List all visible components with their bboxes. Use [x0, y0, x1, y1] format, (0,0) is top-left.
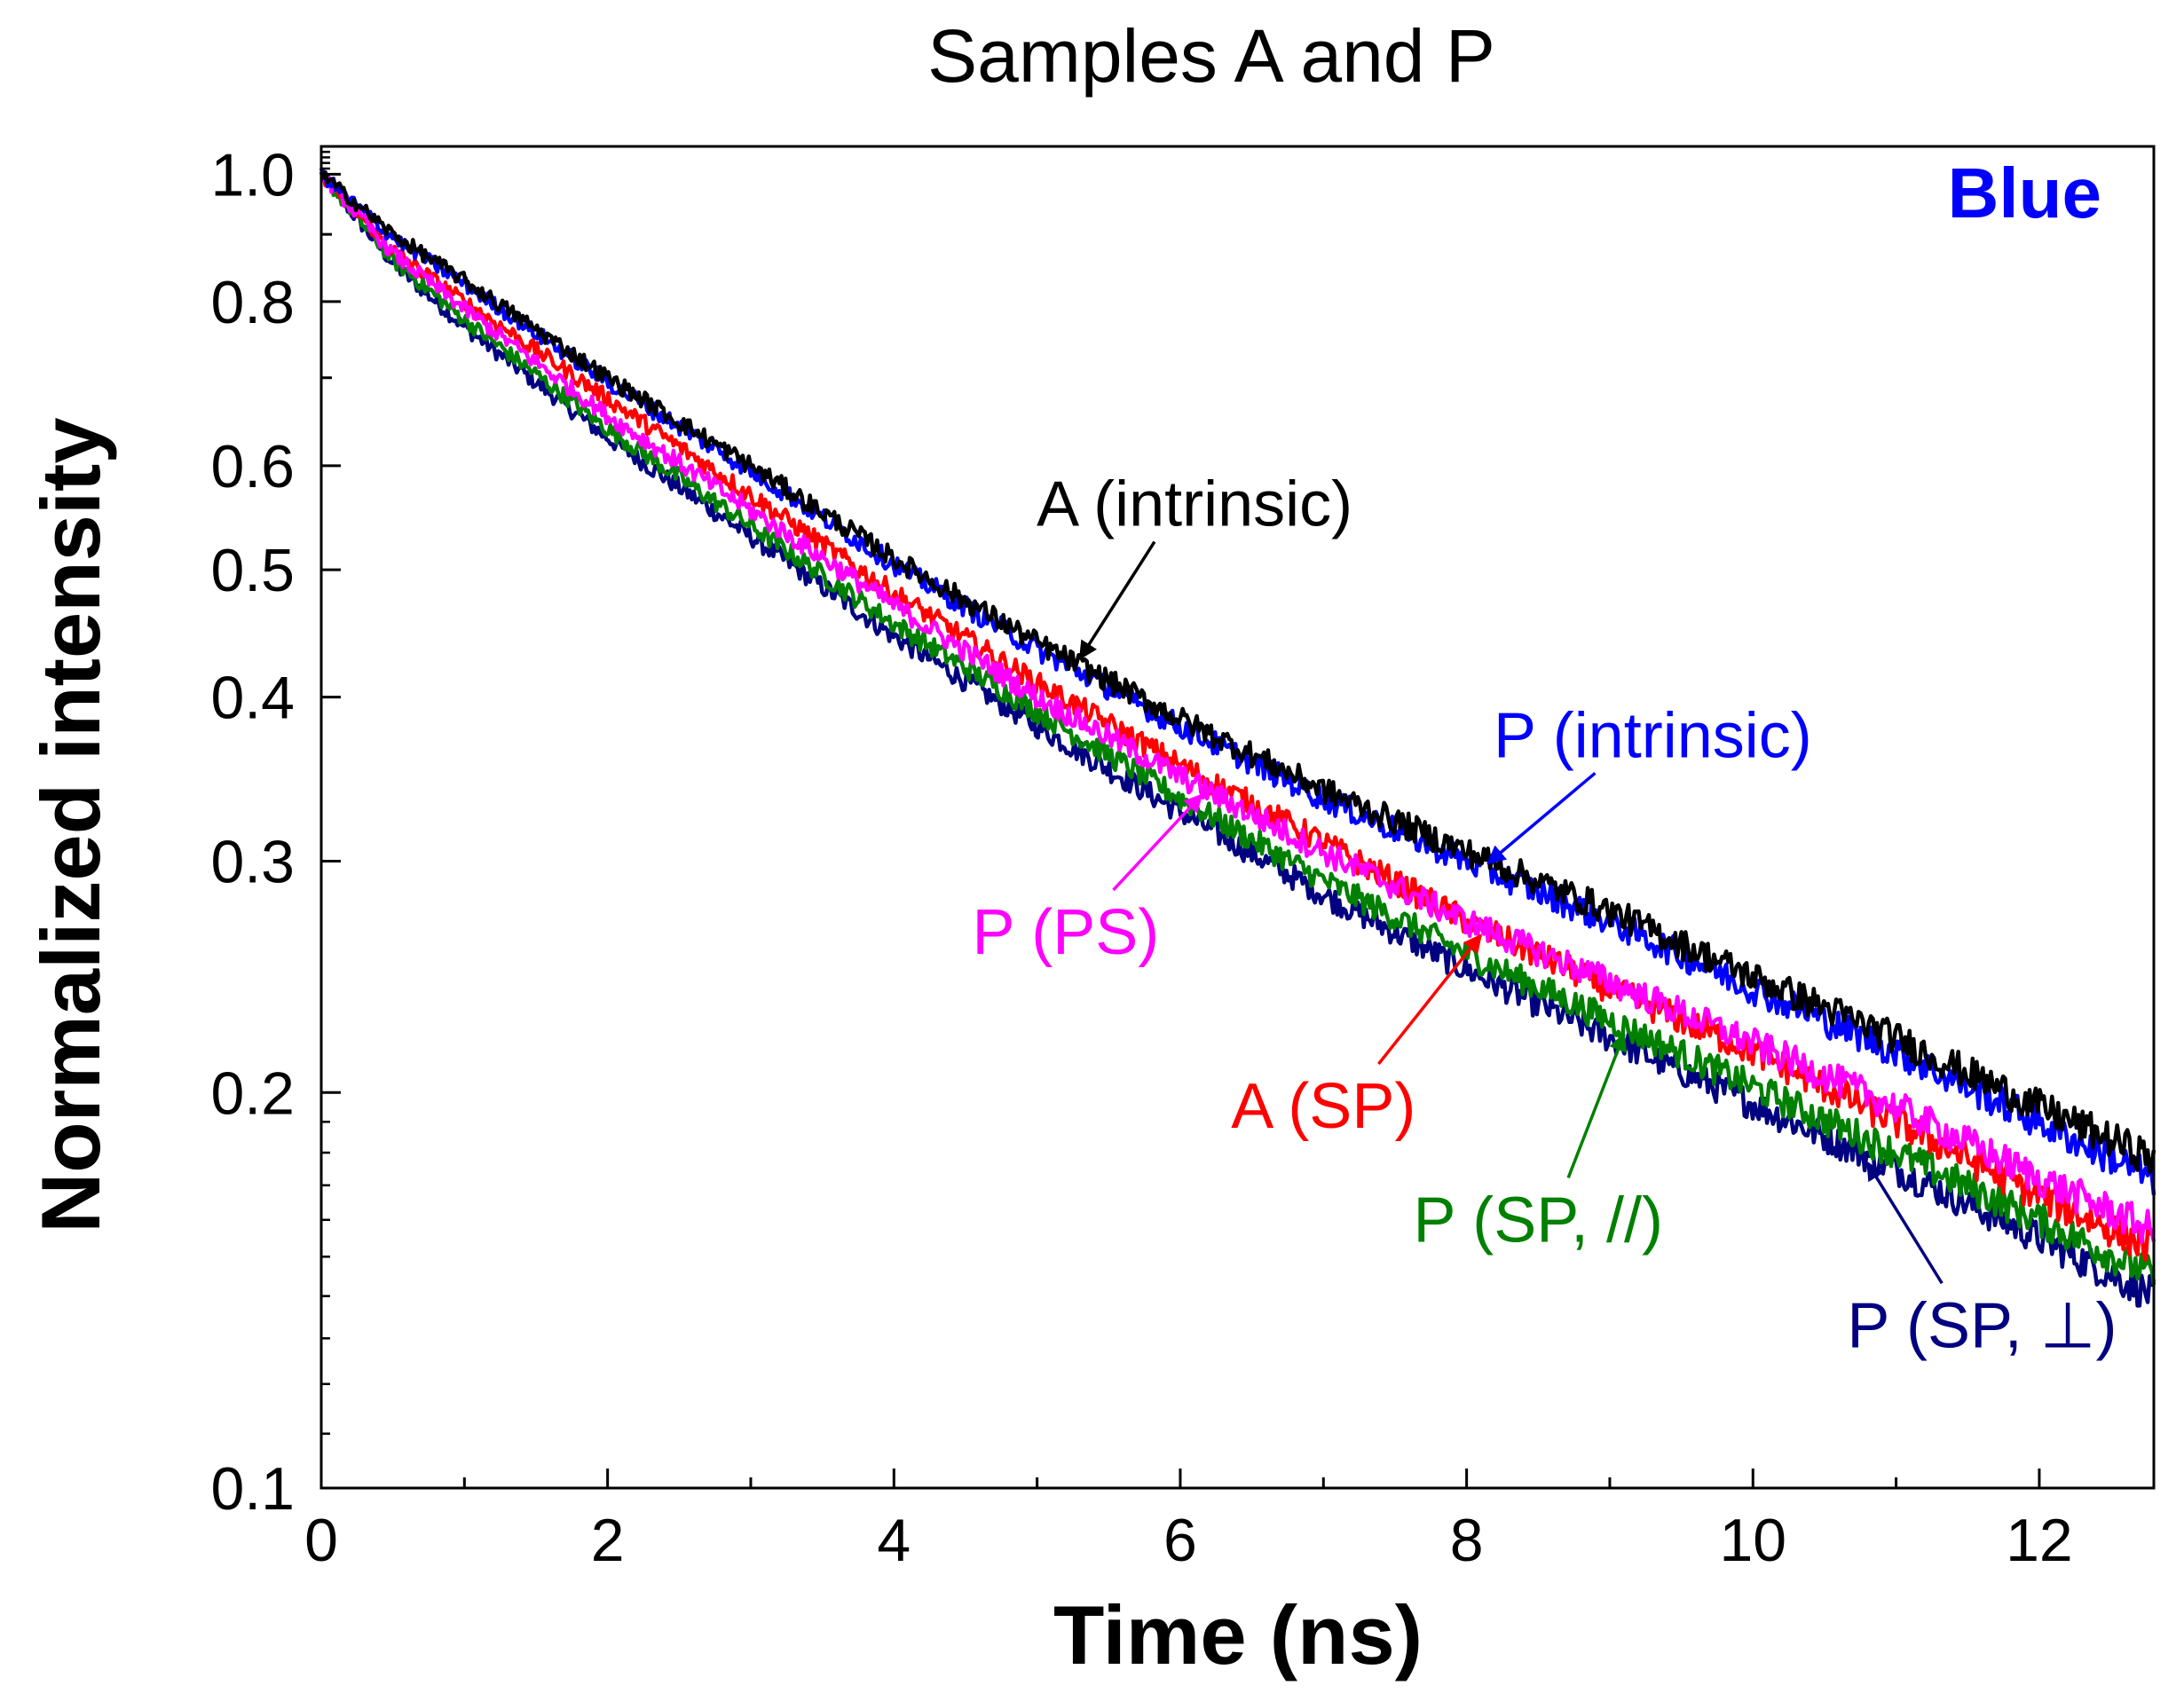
- y-tick-label-6: 0.2: [210, 1059, 295, 1127]
- series-line-1: [319, 167, 2156, 1195]
- y-tick-label-2: 0.6: [210, 433, 295, 500]
- annotation-label-4: P (SP, //): [1414, 1185, 1663, 1256]
- y-axis-label: Normalized intensity: [24, 417, 117, 1232]
- annotation-arrow-2: [1112, 793, 1203, 892]
- annotation-arrow-1: [1486, 771, 1597, 865]
- y-tick-label-1: 0.8: [210, 269, 295, 336]
- x-tick-label-3: 6: [1163, 1507, 1197, 1574]
- annotation-label-2: P (PS): [973, 897, 1160, 968]
- annotation-label-3: A (SP): [1231, 1071, 1415, 1142]
- y-tick-label-4: 0.4: [210, 665, 295, 732]
- series-line-0: [319, 169, 2156, 1174]
- x-tick-label-2: 4: [877, 1507, 911, 1574]
- series-line-4: [319, 167, 2156, 1286]
- series-line-3: [319, 167, 2156, 1262]
- annotation-arrow-3: [1377, 933, 1483, 1066]
- plot-frame: [319, 145, 2156, 1490]
- corner-label-blue: Blue: [1948, 154, 2101, 232]
- y-tick-label-7: 0.1: [210, 1455, 295, 1523]
- annotation-arrow-0: [1078, 540, 1156, 660]
- y-tick-label-3: 0.5: [210, 537, 295, 604]
- x-tick-label-0: 0: [304, 1507, 338, 1574]
- annotation-label-1: P (intrinsic): [1494, 700, 1812, 771]
- x-tick-label-6: 12: [2006, 1507, 2073, 1574]
- y-tick-label-5: 0.3: [210, 829, 295, 896]
- chart-title: Samples A and P: [927, 14, 1495, 98]
- series-line-2: [320, 174, 2156, 1244]
- annotation-arrow-4: [1566, 1032, 1628, 1178]
- x-axis-label: Time (ns): [1053, 1588, 1423, 1681]
- annotation-label-5: P (SP, ⊥): [1847, 1290, 2117, 1361]
- x-tick-label-5: 10: [1719, 1507, 1786, 1574]
- x-tick-label-1: 2: [591, 1507, 625, 1574]
- y-tick-label-0: 1.0: [210, 141, 295, 209]
- plot-area: 0 2 4 6 8 10 12 1.0 0.8 0.6 0.5 0.4 0.3 0.2 0.1 A (intr…: [210, 141, 2156, 1574]
- annotation-arrow-5: [1865, 1161, 1944, 1285]
- x-tick-label-4: 8: [1450, 1507, 1484, 1574]
- annotation-label-0: A (intrinsic): [1037, 469, 1352, 540]
